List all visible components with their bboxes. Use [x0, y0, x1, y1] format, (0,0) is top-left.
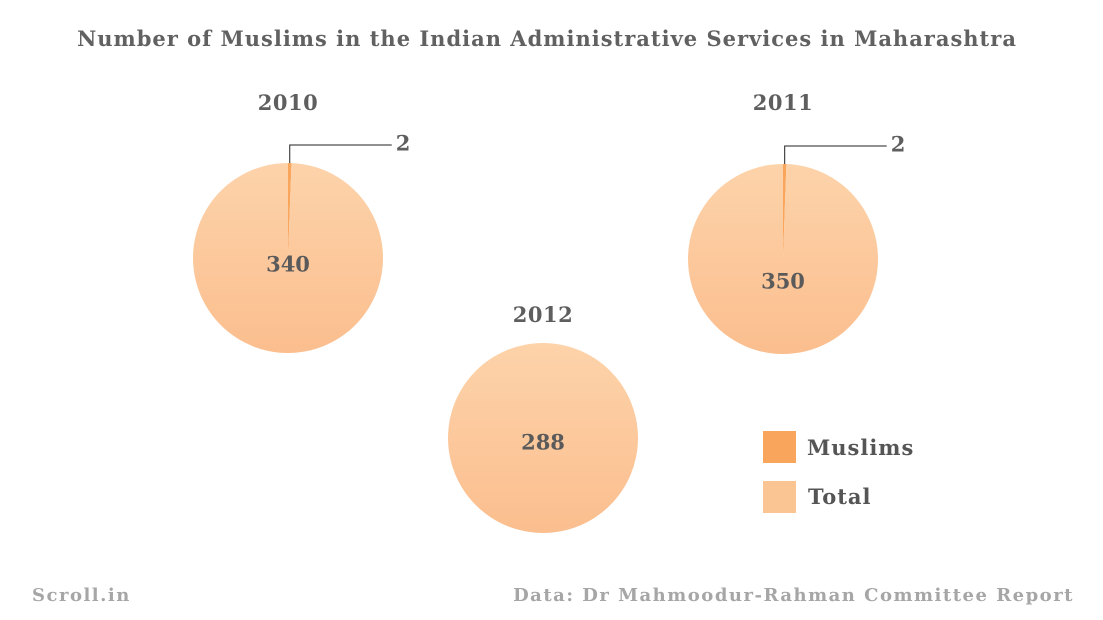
legend-swatch-muslims	[763, 431, 796, 463]
pie-label-2011-total: 350	[761, 269, 805, 294]
pie-title-2011: 2011	[753, 90, 813, 115]
legend-swatch-total	[763, 481, 796, 513]
pie-slice-2012-total	[448, 343, 638, 533]
pie-slice-2011-muslims	[783, 164, 787, 259]
pie-2010: 2010 340 2	[193, 90, 410, 353]
legend-label-muslims: Muslims	[807, 435, 914, 460]
pie-label-2012-total: 288	[521, 430, 565, 455]
pie-slice-2010-total	[193, 163, 384, 353]
callout-line-2011-muslims	[784, 145, 887, 165]
pie-label-2010-total: 340	[266, 252, 310, 277]
legend: Muslims Total	[763, 431, 914, 513]
pie-2011: 2011 350 2	[688, 90, 906, 355]
pie-slice-2011-total	[688, 164, 878, 355]
pie-charts: 2010 340 2 2011 350 2 2012 288	[193, 90, 905, 533]
pie-title-2010: 2010	[258, 90, 318, 115]
footer-source-right: Data: Dr Mahmoodur-Rahman Committee Repo…	[513, 585, 1074, 606]
footer-source-left: Scroll.in	[32, 585, 131, 606]
pie-2012: 2012 288	[448, 302, 638, 533]
callout-line-2010-muslims	[289, 144, 392, 164]
legend-label-total: Total	[808, 484, 872, 509]
pie-title-2012: 2012	[513, 302, 573, 327]
pie-label-2011-muslims: 2	[891, 132, 906, 157]
chart-title: Number of Muslims in the Indian Administ…	[77, 26, 1017, 51]
pie-label-2010-muslims: 2	[396, 131, 411, 156]
pie-slice-2010-muslims	[288, 163, 292, 258]
